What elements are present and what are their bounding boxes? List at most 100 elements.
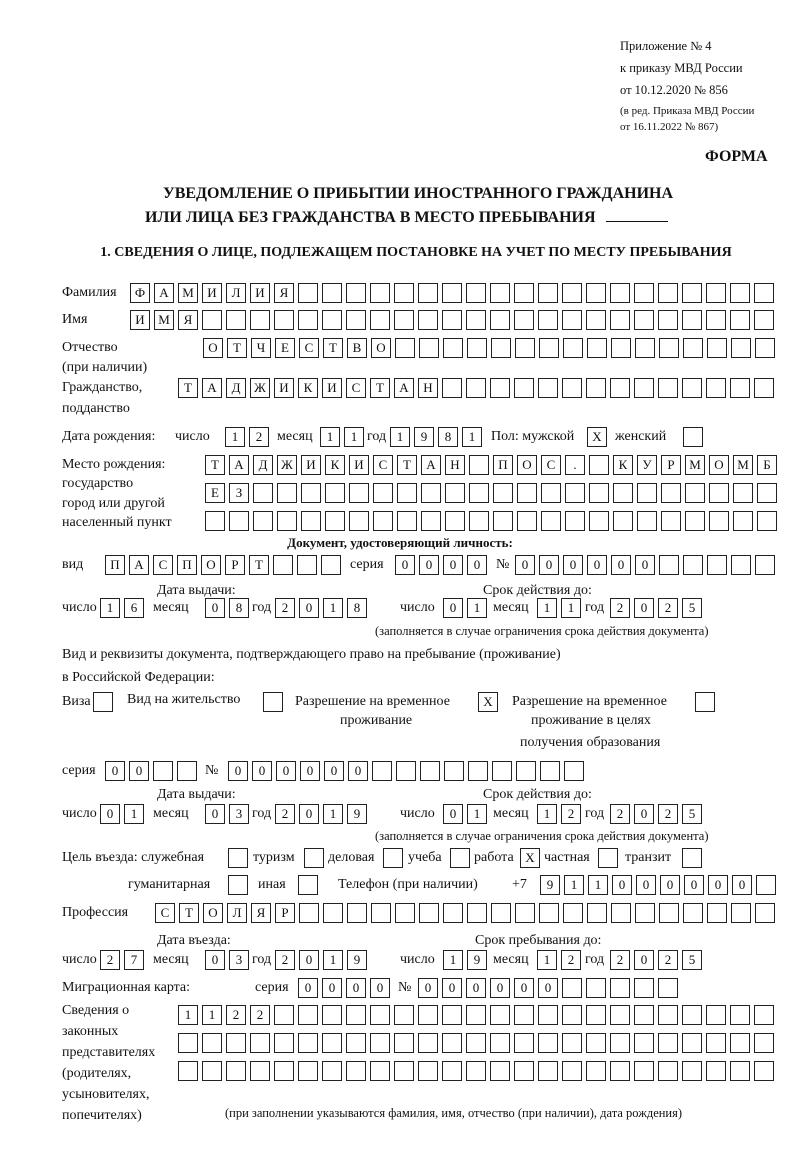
checkbox[interactable]: X [520,848,540,868]
char-cell[interactable] [514,1061,534,1081]
char-cell[interactable] [299,903,319,923]
char-cell[interactable] [658,1033,678,1053]
char-cell[interactable] [490,1033,510,1053]
char-cell[interactable] [731,555,751,575]
char-cell[interactable] [469,455,489,475]
char-cell[interactable] [756,875,776,895]
char-cell[interactable]: 0 [708,875,728,895]
char-cell[interactable]: А [421,455,441,475]
char-cell[interactable] [707,903,727,923]
char-cell[interactable] [682,283,702,303]
char-cell[interactable]: 2 [658,804,678,824]
char-cell[interactable] [586,1061,606,1081]
char-cell[interactable] [706,1005,726,1025]
char-cell[interactable] [202,310,222,330]
char-cell[interactable] [661,483,681,503]
char-cell[interactable] [659,555,679,575]
char-cell[interactable] [565,511,585,531]
char-cell[interactable]: 2 [610,804,630,824]
checkbox[interactable] [695,692,715,712]
char-cell[interactable] [442,283,462,303]
char-cell[interactable] [587,338,607,358]
char-cell[interactable]: 2 [561,950,581,970]
char-cell[interactable]: 0 [299,804,319,824]
char-cell[interactable] [346,1061,366,1081]
char-cell[interactable] [178,1033,198,1053]
char-cell[interactable] [253,483,273,503]
char-cell[interactable]: С [373,455,393,475]
char-cell[interactable]: О [203,338,223,358]
char-cell[interactable] [298,1033,318,1053]
char-cell[interactable]: 0 [490,978,510,998]
char-cell[interactable] [731,903,751,923]
char-cell[interactable] [202,1033,222,1053]
char-cell[interactable] [706,1061,726,1081]
char-cell[interactable]: 5 [682,804,702,824]
char-cell[interactable] [733,511,753,531]
char-cell[interactable] [490,378,510,398]
char-cell[interactable]: 2 [250,1005,270,1025]
char-cell[interactable] [491,338,511,358]
char-cell[interactable]: М [154,310,174,330]
char-cell[interactable] [685,483,705,503]
char-cell[interactable]: 0 [205,950,225,970]
char-cell[interactable]: Ж [277,455,297,475]
char-cell[interactable] [491,903,511,923]
char-cell[interactable] [490,283,510,303]
char-cell[interactable]: И [301,455,321,475]
char-cell[interactable] [658,310,678,330]
char-cell[interactable] [610,378,630,398]
char-cell[interactable]: 0 [129,761,149,781]
char-cell[interactable]: О [201,555,221,575]
char-cell[interactable]: 1 [564,875,584,895]
char-cell[interactable] [277,511,297,531]
char-cell[interactable]: 1 [124,804,144,824]
char-cell[interactable] [634,1061,654,1081]
char-cell[interactable]: К [325,455,345,475]
char-cell[interactable] [637,483,657,503]
char-cell[interactable] [658,1005,678,1025]
char-cell[interactable] [610,1033,630,1053]
char-cell[interactable]: И [349,455,369,475]
char-cell[interactable]: М [685,455,705,475]
char-cell[interactable] [371,903,391,923]
char-cell[interactable]: 0 [228,761,248,781]
char-cell[interactable] [562,378,582,398]
checkbox[interactable] [682,848,702,868]
char-cell[interactable] [658,283,678,303]
char-cell[interactable]: Т [178,378,198,398]
checkbox[interactable] [298,875,318,895]
char-cell[interactable] [349,511,369,531]
char-cell[interactable] [153,761,173,781]
char-cell[interactable]: С [346,378,366,398]
char-cell[interactable] [610,310,630,330]
char-cell[interactable] [444,761,464,781]
char-cell[interactable] [539,338,559,358]
char-cell[interactable] [589,511,609,531]
char-cell[interactable] [754,1033,774,1053]
char-cell[interactable] [346,1033,366,1053]
char-cell[interactable] [611,338,631,358]
char-cell[interactable]: 1 [323,804,343,824]
char-cell[interactable]: 8 [438,427,458,447]
char-cell[interactable] [466,1005,486,1025]
char-cell[interactable]: 0 [563,555,583,575]
char-cell[interactable] [683,903,703,923]
char-cell[interactable] [730,1033,750,1053]
char-cell[interactable] [706,283,726,303]
char-cell[interactable] [253,511,273,531]
char-cell[interactable] [370,1033,390,1053]
char-cell[interactable]: 0 [634,950,654,970]
char-cell[interactable]: Е [205,483,225,503]
char-cell[interactable] [517,511,537,531]
char-cell[interactable] [420,761,440,781]
char-cell[interactable]: Д [253,455,273,475]
char-cell[interactable]: 0 [514,978,534,998]
char-cell[interactable] [274,310,294,330]
char-cell[interactable]: 0 [635,555,655,575]
char-cell[interactable] [730,1061,750,1081]
char-cell[interactable] [586,1005,606,1025]
char-cell[interactable]: У [637,455,657,475]
char-cell[interactable] [321,555,341,575]
char-cell[interactable]: 0 [443,804,463,824]
